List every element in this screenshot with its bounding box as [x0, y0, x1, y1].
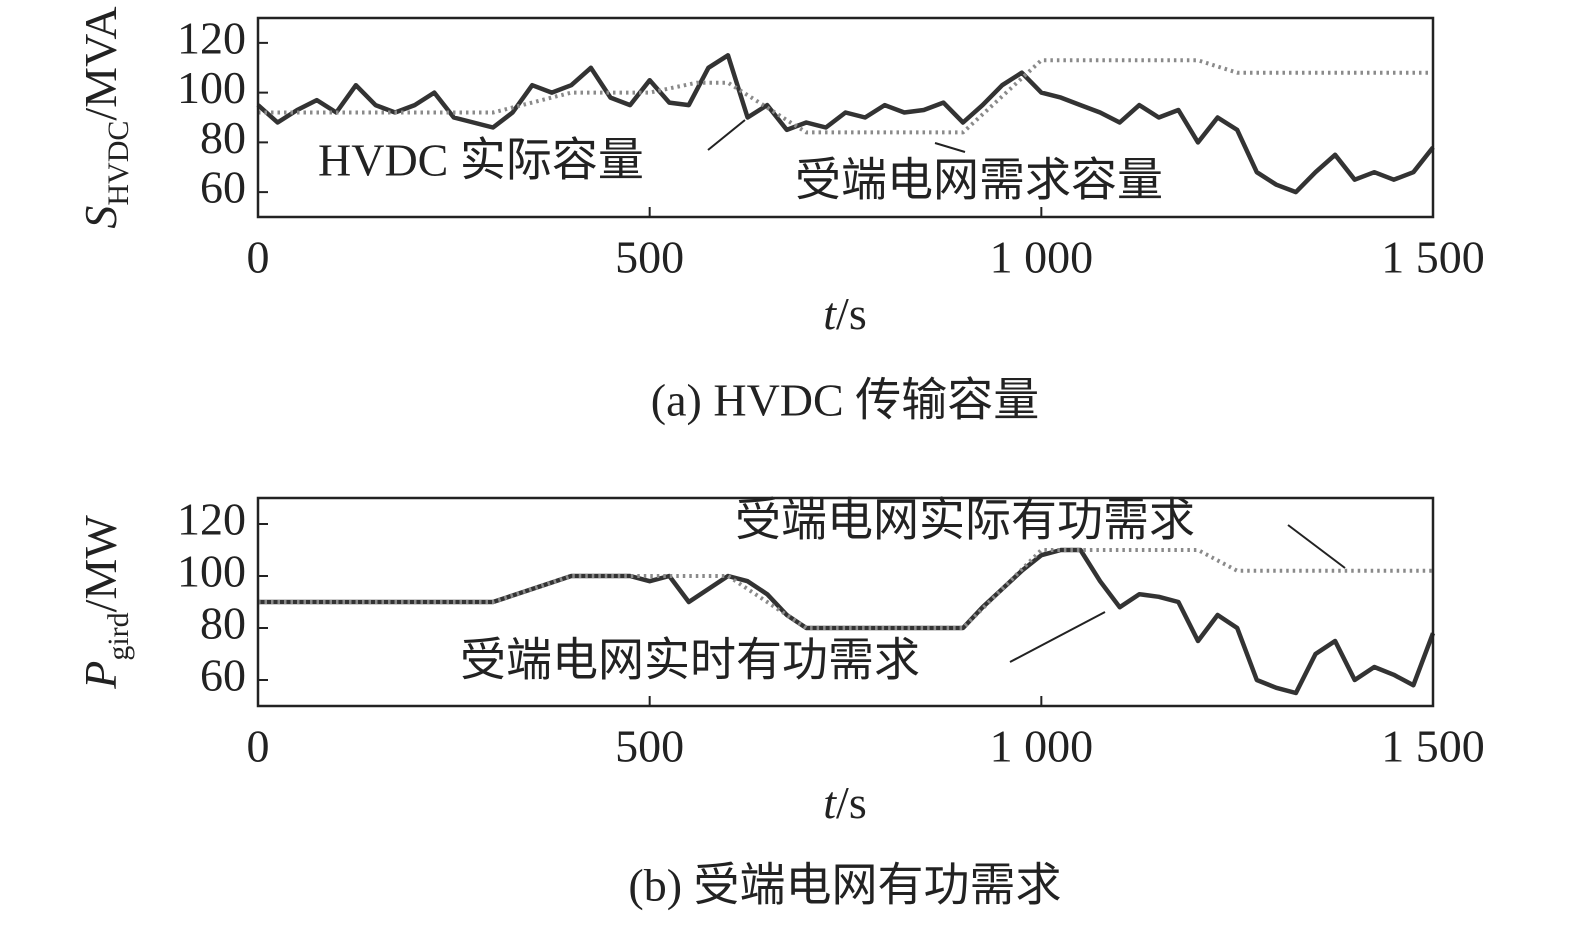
series-label: HVDC 实际容量 — [318, 135, 644, 186]
series-label: 受端电网需求容量 — [795, 155, 1163, 206]
x-axis-unit: /s — [836, 777, 867, 828]
y-tick-label: 100 — [177, 546, 246, 597]
x-tick-label: 1 000 — [990, 232, 1094, 283]
y-axis-sub: HVDC — [102, 121, 135, 206]
leader-line — [934, 142, 966, 153]
plot-frame — [256, 16, 1435, 219]
x-axis-var: t — [823, 777, 837, 828]
x-tick-label: 0 — [247, 232, 270, 283]
series-line — [258, 548, 1433, 630]
x-tick-label: 0 — [247, 721, 270, 772]
x-axis-unit: /s — [836, 288, 867, 339]
x-axis-label: t/s — [823, 288, 866, 339]
series-label: 受端电网实际有功需求 — [735, 495, 1195, 546]
y-axis-unit: /MW — [75, 515, 126, 613]
y-tick-label: 100 — [177, 62, 246, 113]
leader-line — [707, 119, 746, 151]
x-tick-label: 500 — [615, 232, 684, 283]
plot-frame — [256, 496, 1435, 708]
series-line — [256, 53, 1435, 195]
series-line — [258, 58, 1433, 135]
y-tick-label: 80 — [200, 112, 246, 163]
y-tick-label: 60 — [200, 162, 246, 213]
x-tick-label: 1 500 — [1381, 232, 1485, 283]
leader-line — [1009, 611, 1106, 663]
y-tick-label: 80 — [200, 598, 246, 649]
y-axis-label: Pgird/MW — [75, 515, 136, 690]
y-axis-sub: gird — [102, 612, 135, 660]
x-tick-label: 500 — [615, 721, 684, 772]
x-tick-label: 1 500 — [1381, 721, 1485, 772]
y-axis-var: S — [75, 206, 126, 229]
caption: (a) HVDC 传输容量 — [651, 375, 1039, 426]
y-axis-label: SHVDC/MVA — [75, 6, 136, 228]
x-axis-var: t — [823, 288, 837, 339]
series-label: 受端电网实时有功需求 — [460, 635, 920, 686]
y-axis-var: P — [75, 661, 126, 690]
leader-line — [1287, 524, 1346, 569]
y-tick-label: 120 — [177, 494, 246, 545]
y-axis-unit: /MVA — [75, 6, 126, 120]
y-tick-label: 120 — [177, 12, 246, 63]
x-axis-label: t/s — [823, 777, 866, 828]
caption: (b) 受端电网有功需求 — [628, 860, 1061, 911]
y-tick-label: 60 — [200, 650, 246, 701]
x-tick-label: 1 000 — [990, 721, 1094, 772]
